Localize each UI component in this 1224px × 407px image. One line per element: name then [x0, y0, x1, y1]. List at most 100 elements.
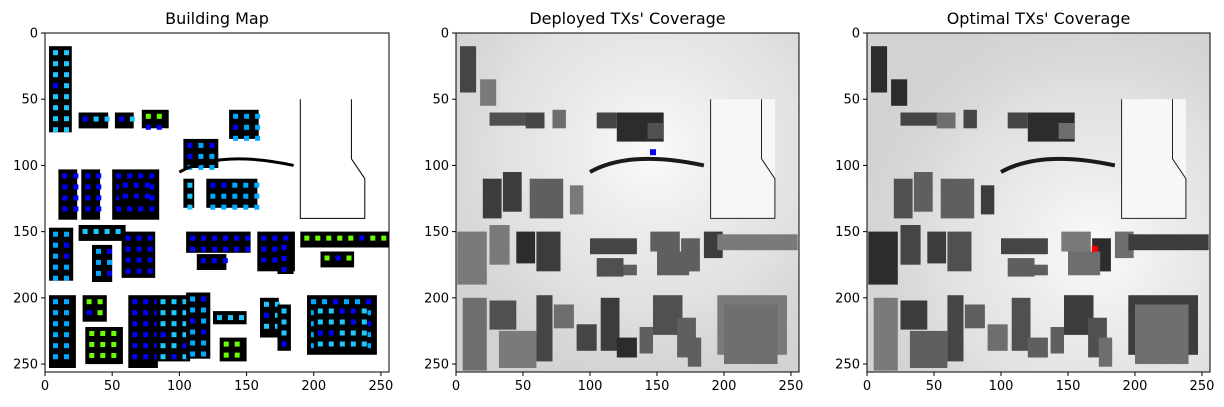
building-marker [116, 184, 122, 190]
optimal-coverage-xtick-label: 250 [1190, 379, 1215, 394]
building-marker [212, 246, 218, 252]
building-marker [381, 235, 387, 241]
building-marker [182, 310, 188, 316]
building-footprint [156, 295, 191, 362]
building-marker [64, 127, 69, 133]
optimal-coverage-title: Optimal TXs' Coverage [947, 9, 1131, 28]
building-marker [160, 310, 166, 316]
deployed-coverage-ytick-label: 50 [432, 93, 449, 108]
building-marker [129, 116, 135, 122]
building-marker [64, 321, 69, 327]
building-marker [93, 229, 99, 234]
building-marker [221, 193, 227, 199]
building-marker [328, 330, 334, 336]
building-marker [144, 193, 150, 199]
building-marker [366, 299, 371, 305]
building-marker [359, 235, 365, 241]
building-marker [64, 253, 69, 259]
building-marker [171, 354, 177, 360]
building-marker [272, 235, 278, 241]
building-marker [361, 319, 367, 325]
building-marker [143, 343, 149, 349]
building-marker [232, 182, 238, 188]
building-marker [96, 248, 101, 254]
optimal-coverage-panel: Optimal TXs' Coverage 0 50 100 150 200 250050… [835, 9, 1214, 394]
building-marker [64, 275, 69, 281]
optimal-coverage-building [936, 112, 956, 129]
building-marker [201, 235, 207, 241]
building-marker [89, 342, 95, 347]
building-marker [64, 61, 69, 67]
building-marker [335, 255, 341, 261]
deployed-coverage-building [553, 304, 574, 329]
building-marker [171, 343, 177, 349]
building-marker [346, 255, 352, 261]
building-marker [212, 235, 218, 241]
building-marker [136, 235, 142, 241]
optimal-coverage-building [1050, 327, 1064, 354]
optimal-coverage-building [909, 330, 948, 368]
building-map-ytick-label: 150 [13, 225, 38, 240]
building-marker [111, 353, 117, 358]
building-marker [275, 301, 280, 307]
building-marker [281, 255, 287, 261]
building-marker [145, 113, 151, 119]
building-marker [366, 332, 371, 338]
building-marker [171, 332, 177, 338]
building-marker [221, 182, 227, 188]
building-marker [322, 299, 327, 305]
building-marker [311, 343, 316, 349]
building-marker [244, 113, 250, 119]
building-footprint [219, 337, 247, 362]
building-marker [210, 182, 216, 188]
building-marker [326, 235, 332, 241]
optimal-coverage-building [1007, 258, 1035, 277]
building-marker [233, 135, 239, 141]
building-marker [232, 193, 238, 199]
building-marker [86, 310, 92, 316]
building-marker [53, 94, 58, 100]
building-marker [53, 299, 58, 305]
building-marker [147, 246, 153, 252]
building-marker [149, 195, 155, 201]
building-marker [245, 235, 251, 241]
building-marker [201, 329, 207, 335]
optimal-coverage-building [947, 231, 972, 272]
building-marker [223, 246, 229, 252]
optimal-coverage-xtick-label: 150 [1056, 379, 1081, 394]
building-marker [339, 319, 345, 325]
building-marker [245, 246, 251, 252]
building-marker [187, 193, 193, 199]
optimal-coverage-building [891, 79, 908, 106]
deployed-coverage-building [502, 172, 522, 212]
building-marker [223, 352, 229, 358]
building-marker [324, 255, 330, 261]
building-marker [244, 135, 250, 141]
building-marker [234, 341, 240, 347]
building-marker [104, 116, 110, 122]
building-marker [211, 258, 217, 264]
building-marker [160, 354, 166, 360]
building-marker [344, 299, 349, 305]
optimal-coverage-building [1128, 234, 1209, 251]
building-marker [182, 343, 188, 349]
optimal-coverage-open-area [1121, 99, 1186, 219]
building-marker [149, 206, 155, 212]
deployed-coverage-building [687, 337, 702, 367]
building-marker [350, 319, 356, 325]
building-marker [190, 351, 196, 357]
building-marker [255, 124, 261, 130]
deployed-coverage-outline [710, 99, 776, 219]
building-marker [171, 299, 177, 305]
building-marker [85, 195, 91, 201]
building-marker [100, 353, 106, 358]
building-marker [261, 246, 267, 252]
building-marker [64, 310, 69, 316]
building-marker [62, 173, 68, 179]
building-marker [261, 257, 267, 263]
building-marker [118, 116, 124, 122]
building-marker [132, 332, 138, 338]
building-marker [53, 275, 58, 281]
building-marker [53, 242, 58, 248]
building-marker [64, 116, 69, 122]
